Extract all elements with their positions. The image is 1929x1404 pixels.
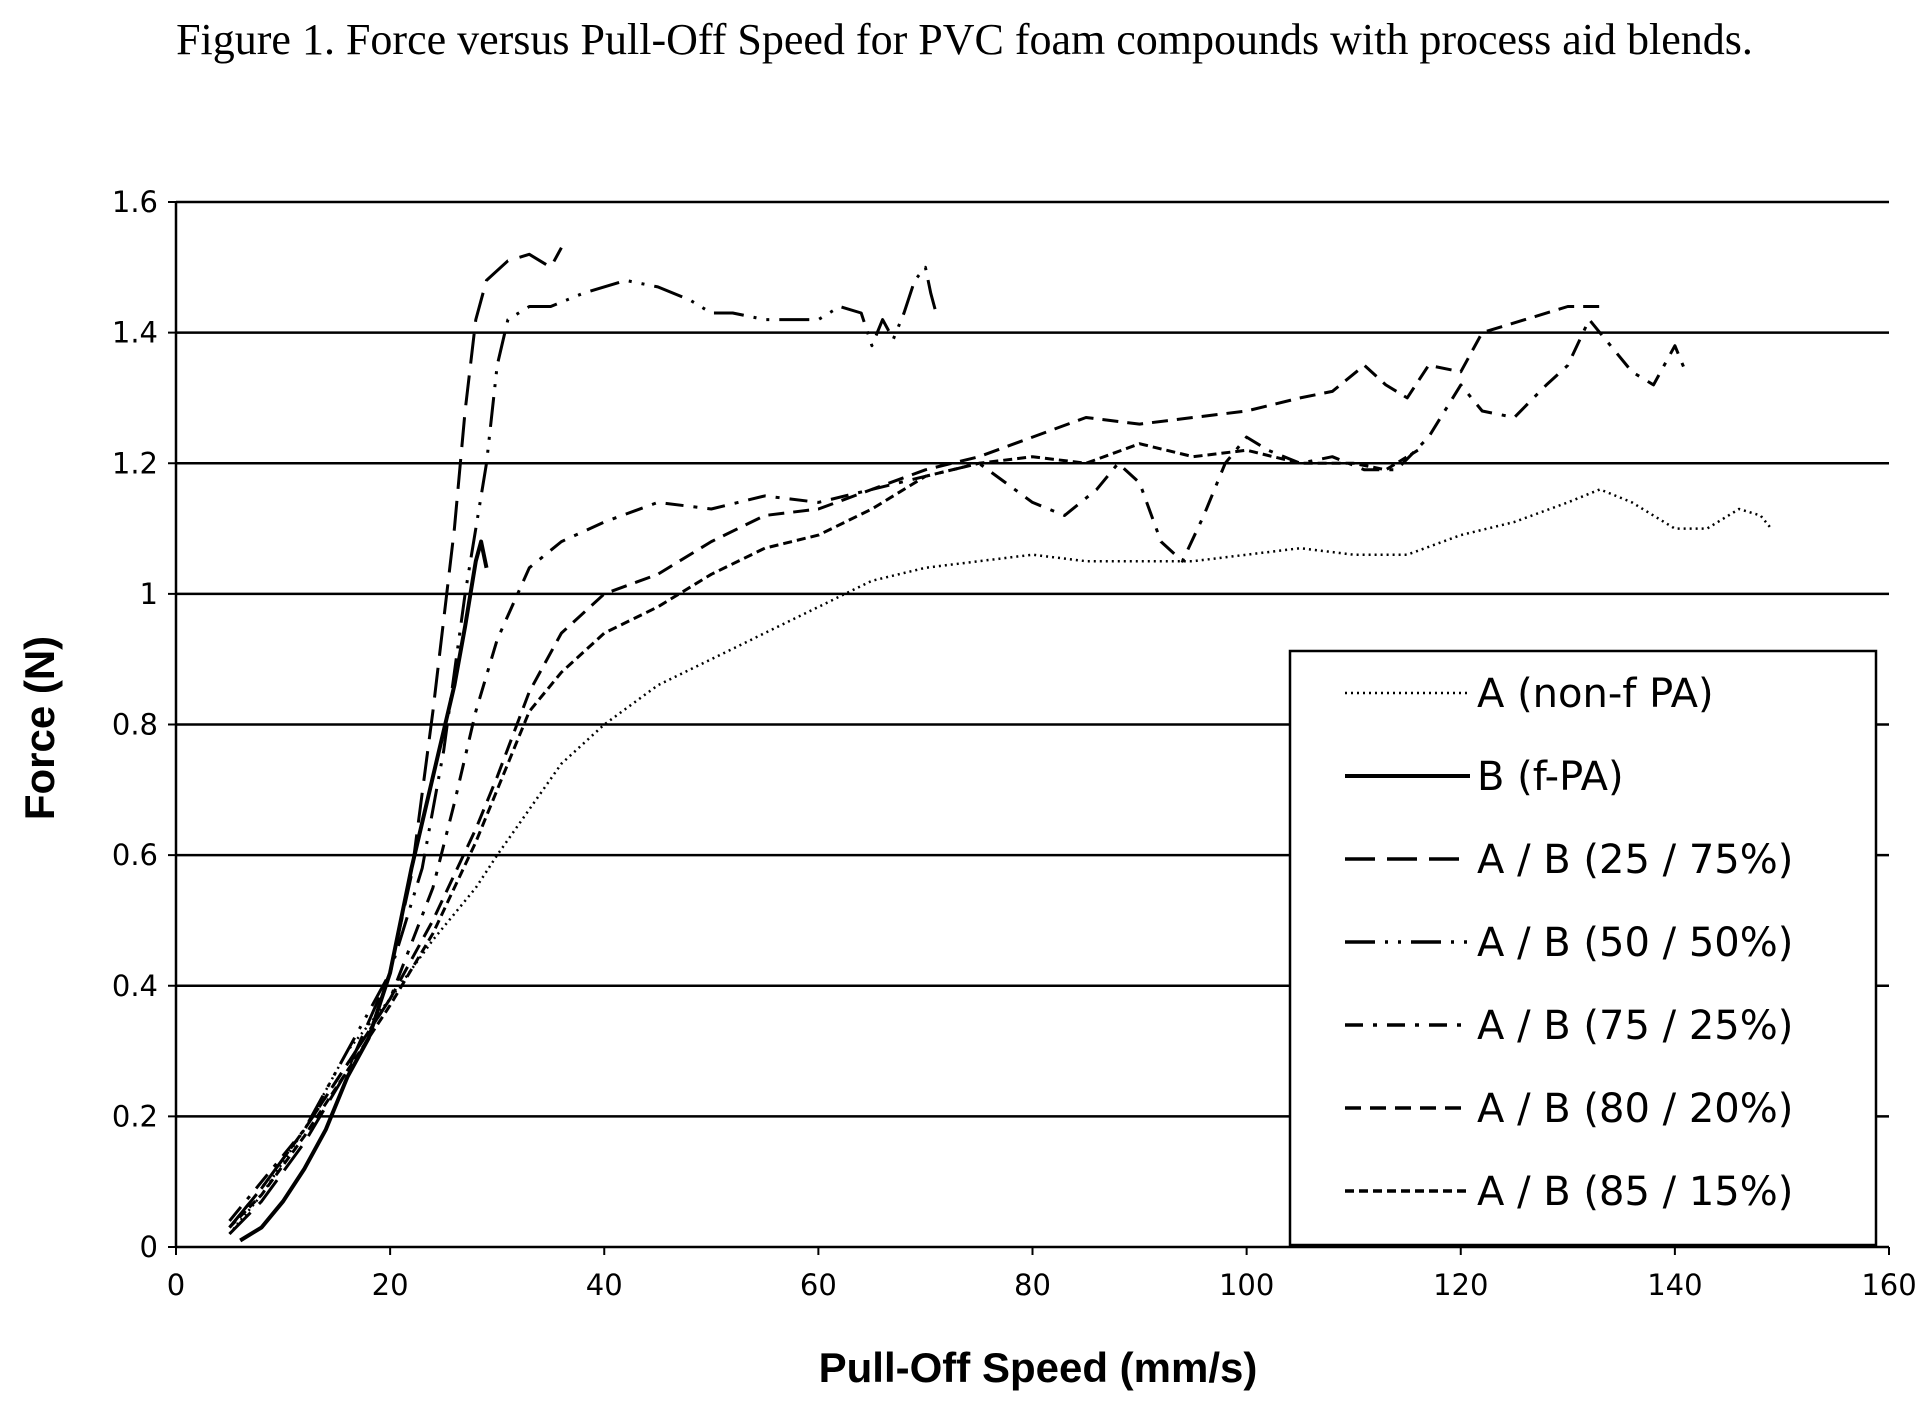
y-tick-label: 0.2 [112, 1099, 158, 1133]
axes [168, 201, 1890, 1255]
y-tick-label: 0.6 [112, 838, 158, 872]
x-tick-label: 160 [1861, 1268, 1916, 1302]
legend-label-3: A / B (25 / 75%) [1477, 837, 1793, 883]
x-tick-label: 100 [1219, 1268, 1274, 1302]
series-line-5 [228, 318, 1687, 1222]
series-line-1 [228, 488, 1773, 1235]
y-tick-label: 0 [140, 1230, 158, 1264]
y-tick-label: 1.2 [112, 446, 158, 480]
figure-caption: Figure 1. Force versus Pull-Off Speed fo… [176, 15, 1753, 64]
series-lines [228, 246, 1773, 1243]
series-line-3 [228, 246, 563, 1235]
legend-label-5: A / B (75 / 25%) [1477, 1003, 1793, 1049]
y-tick-label: 1 [140, 577, 158, 611]
x-tick-label: 120 [1433, 1268, 1488, 1302]
gridlines [176, 200, 1889, 1118]
series-line-4 [228, 265, 938, 1229]
y-axis-title: Force (N) [16, 636, 63, 820]
legend-label-4: A / B (50 / 50%) [1477, 920, 1793, 966]
x-tick-label: 0 [167, 1268, 185, 1302]
legend-label-1: A (non-f PA) [1477, 671, 1714, 717]
x-tick-label: 80 [1014, 1268, 1051, 1302]
legend-label-7: A / B (85 / 15%) [1477, 1169, 1793, 1215]
series-line-2 [239, 539, 489, 1243]
tick-labels: 0 0.2 0.4 0.6 0.8 1 1.2 1.4 1.6 0 20 40 60 80 100 120 14… [112, 185, 1917, 1302]
x-tick-label: 140 [1647, 1268, 1702, 1302]
y-tick-label: 0.8 [112, 708, 158, 742]
series-line-7 [228, 442, 1419, 1229]
legend-box [1288, 649, 1878, 1247]
legend-label-6: A / B (80 / 20%) [1477, 1086, 1793, 1132]
y-tick-label: 1.4 [112, 316, 158, 350]
y-tick-label: 0.4 [112, 969, 158, 1003]
legend: A (non-f PA) B (f-PA) A / B (25 / 75%) A / … [1288, 649, 1878, 1247]
x-tick-label: 60 [800, 1268, 837, 1302]
legend-label-2: B (f-PA) [1477, 754, 1624, 800]
x-tick-label: 40 [586, 1268, 623, 1302]
y-tick-label: 1.6 [112, 185, 158, 219]
x-axis-title: Pull-Off Speed (mm/s) [819, 1344, 1258, 1391]
x-tick-label: 20 [372, 1268, 409, 1302]
